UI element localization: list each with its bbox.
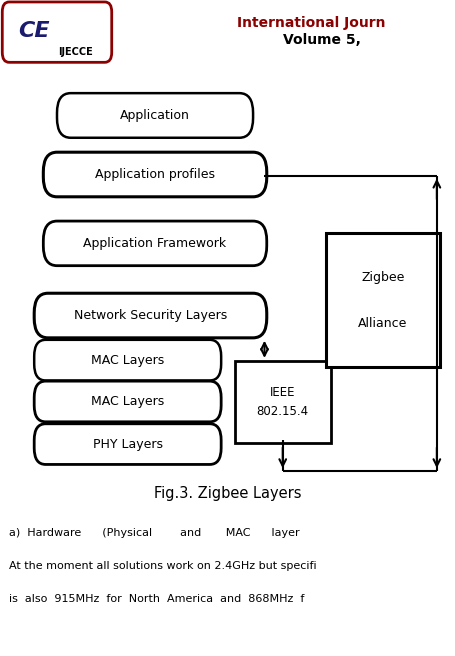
FancyBboxPatch shape: [34, 424, 221, 464]
Text: MAC Layers: MAC Layers: [91, 354, 164, 367]
Text: At the moment all solutions work on 2.4GHz but specifi: At the moment all solutions work on 2.4G…: [9, 561, 316, 571]
Text: International Journ: International Journ: [237, 16, 385, 30]
Text: Zigbee

Alliance: Zigbee Alliance: [358, 271, 407, 329]
FancyBboxPatch shape: [34, 340, 221, 380]
Text: is  also  915MHz  for  North  America  and  868MHz  f: is also 915MHz for North America and 868…: [9, 594, 304, 604]
FancyBboxPatch shape: [34, 293, 266, 338]
Text: Fig.3. Zigbee Layers: Fig.3. Zigbee Layers: [154, 486, 301, 501]
FancyBboxPatch shape: [43, 221, 266, 266]
Text: Network Security Layers: Network Security Layers: [74, 309, 227, 322]
Text: PHY Layers: PHY Layers: [92, 438, 162, 451]
Text: Application profiles: Application profiles: [95, 168, 215, 181]
Text: a)  Hardware      (Physical        and       MAC      layer: a) Hardware (Physical and MAC layer: [9, 528, 299, 538]
Text: CE: CE: [18, 21, 50, 41]
FancyBboxPatch shape: [234, 361, 330, 443]
FancyBboxPatch shape: [34, 381, 221, 422]
FancyBboxPatch shape: [325, 233, 439, 367]
Text: Application Framework: Application Framework: [83, 237, 226, 250]
Text: Application: Application: [120, 109, 190, 122]
FancyBboxPatch shape: [57, 93, 253, 138]
Text: IEEE
802.15.4: IEEE 802.15.4: [256, 386, 308, 418]
FancyBboxPatch shape: [2, 2, 111, 62]
FancyBboxPatch shape: [43, 152, 266, 197]
Text: IJECCE: IJECCE: [58, 47, 92, 58]
Text: Volume 5,: Volume 5,: [282, 33, 360, 47]
Text: MAC Layers: MAC Layers: [91, 395, 164, 408]
